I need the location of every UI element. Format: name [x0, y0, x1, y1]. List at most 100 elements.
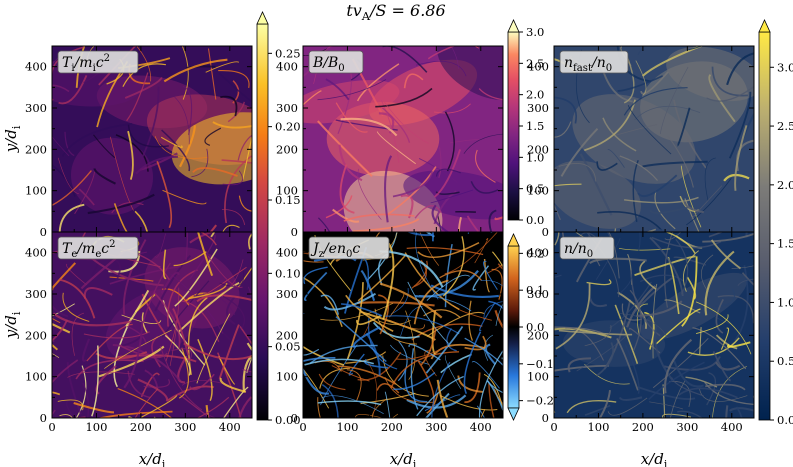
- colorbar-extend-max: [256, 11, 269, 25]
- heatmap-filament: [717, 295, 754, 324]
- panel-label-text: n/n0: [564, 241, 593, 260]
- heatmap-filament: [389, 344, 430, 365]
- y-tick-label: 200: [527, 142, 549, 156]
- heatmap-filament: [731, 265, 754, 269]
- heatmap-filament: [177, 392, 212, 418]
- y-tick-label: 200: [25, 142, 47, 156]
- heatmap-filament: [491, 251, 503, 269]
- heatmap-filament: [584, 363, 630, 385]
- heatmap-filament: [357, 255, 406, 302]
- heatmap-filament: [58, 75, 88, 105]
- heatmap-filament: [725, 405, 729, 418]
- heatmap-filament: [729, 407, 754, 412]
- heatmap-filament: [219, 377, 247, 393]
- heatmap-filament: [199, 232, 217, 246]
- heatmap-filament: [52, 84, 70, 93]
- heatmap-filament: [111, 202, 144, 214]
- heatmap-filament: [554, 121, 572, 138]
- heatmap-filament: [227, 101, 245, 123]
- y-tick-label: 400: [25, 60, 47, 74]
- heatmap-filament: [735, 406, 743, 418]
- heatmap-filament: [691, 185, 723, 220]
- colorbar-extend-max: [507, 19, 520, 33]
- heatmap-filament: [458, 216, 462, 232]
- heatmap-filament: [745, 232, 748, 238]
- colorbar-tick-label: 2.0: [777, 178, 793, 192]
- heatmap-filament: [586, 279, 612, 286]
- heatmap-filament: [673, 256, 706, 266]
- colorbar-tick-label: 2.5: [777, 119, 793, 133]
- heatmap-filament: [464, 372, 481, 403]
- colorbar-tick-label: 3.0: [777, 60, 793, 74]
- panel-label-B: B/B0: [308, 50, 364, 74]
- heatmap-filament: [303, 368, 330, 409]
- panel-label-nfast: nfast/n0: [559, 50, 629, 74]
- heatmap-filament: [197, 232, 214, 277]
- heatmap-filament: [426, 274, 470, 301]
- heatmap-filament: [491, 268, 503, 300]
- heatmap-filament: [357, 301, 435, 307]
- heatmap-filament: [618, 396, 643, 402]
- x-tick-label: 0: [48, 420, 55, 434]
- heatmap-filament: [483, 258, 491, 293]
- heatmap-filament: [623, 196, 699, 204]
- y-tick-label: 200: [276, 328, 298, 342]
- heatmap-filament: [734, 125, 748, 191]
- heatmap-filament: [435, 191, 460, 195]
- heatmap-filament: [303, 345, 345, 366]
- heatmap-filament: [649, 401, 684, 410]
- y-tick-label: 300: [276, 287, 298, 301]
- heatmap-filament: [424, 392, 450, 418]
- heatmap-Te: [52, 232, 252, 418]
- y-tick-label: 100: [276, 370, 298, 384]
- heatmap-filament: [715, 361, 741, 371]
- heatmap-filament: [113, 325, 129, 388]
- heatmap-filament: [607, 149, 625, 168]
- y-tick-label: 400: [276, 60, 298, 74]
- heatmap-filament: [162, 249, 167, 280]
- heatmap-filament: [446, 328, 457, 352]
- heatmap-filament: [476, 405, 486, 418]
- y-tick-label: 100: [527, 370, 549, 384]
- heatmap-filament: [57, 399, 84, 411]
- y-tick-label: 0: [542, 225, 549, 239]
- heatmap-filament: [595, 237, 621, 280]
- heatmap-filament: [325, 195, 353, 219]
- colorbar-tick-label: 3.0: [526, 25, 544, 39]
- heatmap-filament: [164, 334, 191, 376]
- heatmap-filament: [52, 359, 79, 384]
- heatmap-filament: [127, 130, 134, 180]
- heatmap-filament: [424, 394, 461, 412]
- heatmap-nfast: [554, 46, 754, 232]
- panel-Ti: 0 100 200 300 400 Ti/mic2: [25, 45, 253, 239]
- colorbar-gradient: [758, 31, 771, 421]
- heatmap-filament: [414, 270, 479, 298]
- panel-label-box: [308, 50, 364, 74]
- y-tick-label: 200: [25, 328, 47, 342]
- heatmap-filament: [392, 171, 434, 198]
- heatmap-filament: [474, 46, 480, 49]
- heatmap-filament: [177, 281, 240, 333]
- heatmap-filament: [320, 294, 340, 315]
- heatmap-filament: [137, 378, 169, 402]
- heatmap-filament: [86, 323, 133, 362]
- heatmap-filament: [680, 165, 702, 228]
- heatmap-filament: [303, 260, 324, 263]
- heatmap-filament: [134, 210, 149, 232]
- panel-label-box: [559, 236, 615, 260]
- heatmap-filament: [734, 265, 749, 342]
- y-tick-label: 400: [25, 246, 47, 260]
- heatmap-filament: [636, 300, 683, 317]
- heatmap-filament: [439, 394, 498, 411]
- heatmap-filament: [478, 349, 503, 418]
- heatmap-filament: [444, 243, 453, 308]
- heatmap-filament: [87, 193, 155, 215]
- heatmap-filament: [706, 85, 754, 102]
- heatmap-filament: [339, 164, 355, 214]
- heatmap-filament: [93, 168, 116, 185]
- heatmap-filament: [221, 159, 252, 164]
- heatmap-region: [303, 80, 400, 124]
- heatmap-filament: [390, 351, 460, 389]
- heatmap-filament: [430, 189, 474, 204]
